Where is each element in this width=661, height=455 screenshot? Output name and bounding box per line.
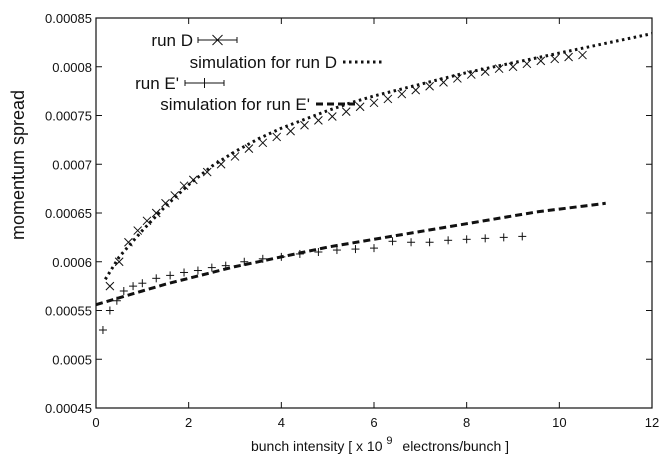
y-tick-label: 0.0006	[52, 255, 92, 270]
y-tick-label: 0.0007	[52, 157, 92, 172]
run-d-point	[578, 50, 587, 60]
run-d-point	[300, 120, 309, 130]
y-tick-label: 0.00065	[45, 206, 92, 221]
run-d-point	[439, 77, 448, 87]
x-tick-label: 10	[552, 415, 566, 430]
legend-swatch-marker	[212, 34, 223, 46]
run-d-point	[550, 54, 560, 64]
x-axis-title-main: bunch intensity [ x 10	[251, 438, 383, 454]
run-d-point	[179, 181, 189, 191]
run-d-point	[170, 191, 180, 200]
y-tick-label: 0.00055	[45, 304, 92, 319]
simulation-run-d-line	[104, 32, 653, 281]
run-d-point	[397, 89, 407, 99]
run-d-point	[161, 198, 170, 208]
run-d-point	[536, 56, 546, 66]
run-d-point	[286, 126, 295, 136]
legend: run D simulation for run D run E' simulatio…	[135, 31, 382, 114]
run-d-point	[272, 132, 282, 142]
series-3	[95, 201, 606, 307]
legend-label: run D	[151, 31, 193, 50]
simulation-run-e-line	[95, 201, 606, 307]
legend-label: run E'	[135, 74, 179, 93]
run-d-point	[425, 81, 434, 91]
run-d-point	[258, 138, 268, 148]
run-d-point	[314, 116, 323, 125]
y-tick-label: 0.00075	[45, 109, 92, 124]
run-d-point	[105, 281, 115, 291]
x-tick-label: 4	[278, 415, 285, 430]
x-axis-title: bunch intensity [ x 10 9 electrons/bunch…	[251, 431, 509, 454]
x-axis-title-exponent: 9	[386, 435, 392, 447]
x-axis-title-suffix: electrons/bunch ]	[402, 438, 509, 454]
run-d-point	[133, 226, 143, 235]
x-tick-label: 8	[463, 415, 470, 430]
y-tick-label: 0.00085	[45, 11, 92, 26]
series-2	[98, 232, 527, 334]
run-d-point	[244, 144, 254, 154]
run-d-point	[369, 98, 379, 108]
series-0	[105, 50, 587, 291]
run-d-point	[466, 70, 476, 79]
run-d-point	[216, 159, 226, 169]
y-tick-label: 0.0008	[52, 60, 92, 75]
axis-ticks: 0 2 4 6 8 10 12 0.00045 0.0005 0.00055 0.0006 0.000…	[45, 11, 659, 430]
run-d-point	[327, 112, 337, 121]
run-d-point	[383, 94, 393, 104]
legend-label: simulation for run D	[190, 53, 337, 72]
run-d-point	[151, 208, 161, 218]
run-d-point	[114, 257, 124, 267]
y-tick-label: 0.0005	[52, 352, 92, 367]
run-d-point	[124, 237, 133, 247]
run-d-point	[230, 152, 240, 161]
x-tick-label: 0	[92, 415, 99, 430]
run-d-point	[564, 52, 573, 62]
run-d-point	[508, 62, 518, 72]
run-d-point	[494, 64, 504, 74]
run-d-point	[411, 85, 421, 95]
series-layer	[95, 32, 653, 334]
legend-label: simulation for run E'	[160, 95, 310, 114]
run-d-point	[202, 167, 212, 177]
series-1	[104, 32, 653, 281]
run-d-point	[142, 216, 152, 226]
y-tick-label: 0.00045	[45, 401, 92, 416]
y-axis-title: momentum spread	[8, 90, 28, 240]
run-d-point	[355, 102, 365, 112]
run-d-point	[522, 59, 532, 69]
run-d-point	[341, 107, 351, 116]
x-tick-label: 12	[645, 415, 659, 430]
x-tick-label: 2	[185, 415, 192, 430]
x-tick-label: 6	[370, 415, 377, 430]
plot-frame	[95, 17, 653, 409]
